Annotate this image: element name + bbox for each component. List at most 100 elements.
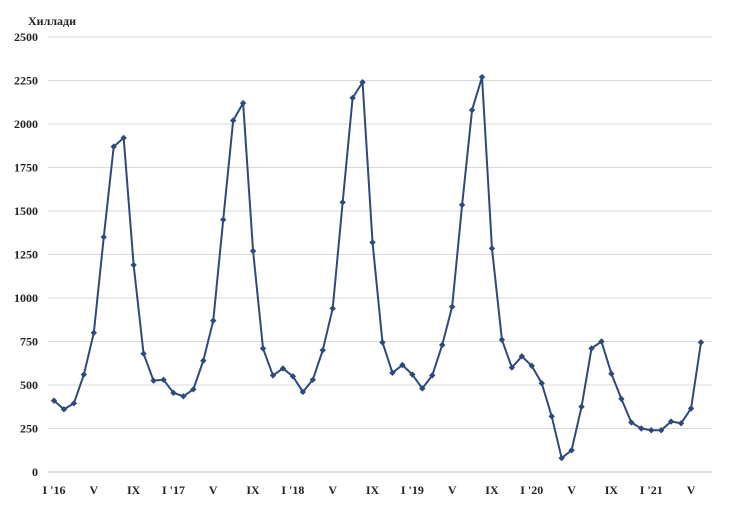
gridlines bbox=[48, 36, 712, 473]
data-point-marker bbox=[697, 339, 705, 346]
x-tick-label: IX bbox=[366, 483, 380, 497]
x-tick-label: V bbox=[209, 483, 218, 497]
data-point-marker bbox=[389, 369, 396, 377]
data-point-marker bbox=[299, 388, 307, 396]
data-point-marker bbox=[687, 405, 695, 412]
x-tick-label: I '20 bbox=[520, 483, 543, 497]
x-tick-label: V bbox=[89, 483, 98, 497]
series-layer bbox=[53, 76, 702, 460]
data-point-marker bbox=[618, 395, 625, 403]
data-point-marker bbox=[130, 261, 137, 269]
data-point-marker bbox=[448, 303, 456, 310]
data-point-marker bbox=[249, 247, 257, 255]
y-tick-label: 0 bbox=[32, 465, 38, 479]
data-point-marker bbox=[638, 425, 645, 432]
y-tick-label: 1000 bbox=[14, 291, 38, 305]
x-tick-label: IX bbox=[605, 483, 619, 497]
data-point-marker bbox=[160, 376, 167, 383]
data-point-marker bbox=[578, 403, 585, 410]
y-tick-label: 750 bbox=[20, 335, 38, 349]
data-points bbox=[50, 73, 705, 462]
data-point-marker bbox=[150, 377, 157, 384]
data-point-marker bbox=[309, 376, 316, 383]
x-tick-label: V bbox=[448, 483, 457, 497]
data-point-marker bbox=[429, 372, 436, 379]
data-point-marker bbox=[528, 362, 535, 370]
y-tick-label: 500 bbox=[20, 378, 38, 392]
data-point-marker bbox=[508, 364, 516, 371]
x-tick-label: I '16 bbox=[42, 483, 65, 497]
data-point-marker bbox=[468, 106, 476, 114]
x-tick-label: I '17 bbox=[162, 483, 185, 497]
data-point-marker bbox=[379, 339, 386, 346]
data-point-marker bbox=[339, 199, 346, 206]
x-tick-label: IX bbox=[246, 483, 260, 497]
data-point-marker bbox=[458, 201, 466, 209]
data-point-marker bbox=[210, 317, 217, 324]
x-tick-label: V bbox=[567, 483, 576, 497]
data-point-marker bbox=[239, 99, 247, 107]
x-tick-label: I '19 bbox=[401, 483, 424, 497]
y-axis-ticks: 0 250 500 750 1000 1250 1500 1750 2000 2250 2500 bbox=[14, 30, 38, 479]
data-point-marker bbox=[488, 245, 496, 252]
y-tick-label: 1250 bbox=[14, 248, 38, 262]
data-point-marker bbox=[220, 216, 227, 223]
data-point-marker bbox=[100, 233, 107, 241]
x-tick-label: IX bbox=[485, 483, 499, 497]
data-point-marker bbox=[419, 385, 426, 392]
data-point-marker bbox=[120, 134, 127, 142]
y-tick-label: 2000 bbox=[14, 117, 38, 131]
x-tick-label: V bbox=[328, 483, 337, 497]
y-axis-unit-label: Хиллади bbox=[28, 14, 77, 28]
data-point-marker bbox=[329, 305, 336, 312]
data-point-marker bbox=[588, 345, 595, 352]
data-point-marker bbox=[359, 79, 366, 86]
data-point-marker bbox=[568, 447, 575, 454]
data-point-marker bbox=[598, 338, 605, 345]
data-point-marker bbox=[399, 361, 406, 369]
x-tick-label: I '18 bbox=[281, 483, 304, 497]
data-point-marker bbox=[648, 427, 655, 434]
y-tick-label: 1500 bbox=[14, 204, 38, 218]
data-point-marker bbox=[269, 372, 277, 379]
y-tick-label: 250 bbox=[20, 422, 38, 436]
data-point-marker bbox=[140, 350, 147, 357]
x-axis-ticks: I '16 V IX I '17 V IX I '18 V IX I '19 V IX I '20 V IX… bbox=[42, 483, 695, 497]
data-point-marker bbox=[628, 419, 635, 426]
data-point-marker bbox=[60, 406, 68, 413]
data-point-marker bbox=[50, 397, 58, 404]
data-point-marker bbox=[558, 454, 565, 462]
data-point-marker bbox=[369, 239, 376, 246]
data-point-marker bbox=[667, 418, 675, 425]
data-point-marker bbox=[538, 380, 545, 387]
data-point-marker bbox=[439, 341, 446, 349]
data-point-marker bbox=[498, 336, 506, 343]
data-point-marker bbox=[180, 393, 187, 400]
data-point-marker bbox=[289, 373, 297, 380]
data-point-marker bbox=[657, 427, 665, 434]
data-point-marker bbox=[200, 357, 207, 364]
data-point-marker bbox=[319, 347, 326, 354]
series-line bbox=[53, 76, 702, 460]
data-point-marker bbox=[349, 94, 356, 102]
y-tick-label: 2250 bbox=[14, 74, 38, 88]
data-point-marker bbox=[229, 117, 237, 124]
data-point-marker bbox=[90, 329, 98, 336]
data-point-marker bbox=[518, 353, 526, 360]
data-point-marker bbox=[677, 420, 685, 427]
data-point-marker bbox=[70, 400, 78, 407]
data-point-marker bbox=[409, 371, 416, 378]
data-point-marker bbox=[478, 73, 486, 81]
data-point-marker bbox=[110, 143, 117, 150]
y-tick-label: 1750 bbox=[14, 161, 38, 175]
data-point-marker bbox=[279, 365, 287, 372]
data-point-marker bbox=[190, 386, 197, 393]
data-point-marker bbox=[80, 371, 88, 378]
y-tick-label: 2500 bbox=[14, 30, 38, 44]
data-point-marker bbox=[170, 389, 177, 397]
data-point-marker bbox=[259, 345, 267, 352]
x-tick-label: I '21 bbox=[640, 483, 663, 497]
x-tick-label: V bbox=[687, 483, 696, 497]
x-tick-label: IX bbox=[127, 483, 141, 497]
